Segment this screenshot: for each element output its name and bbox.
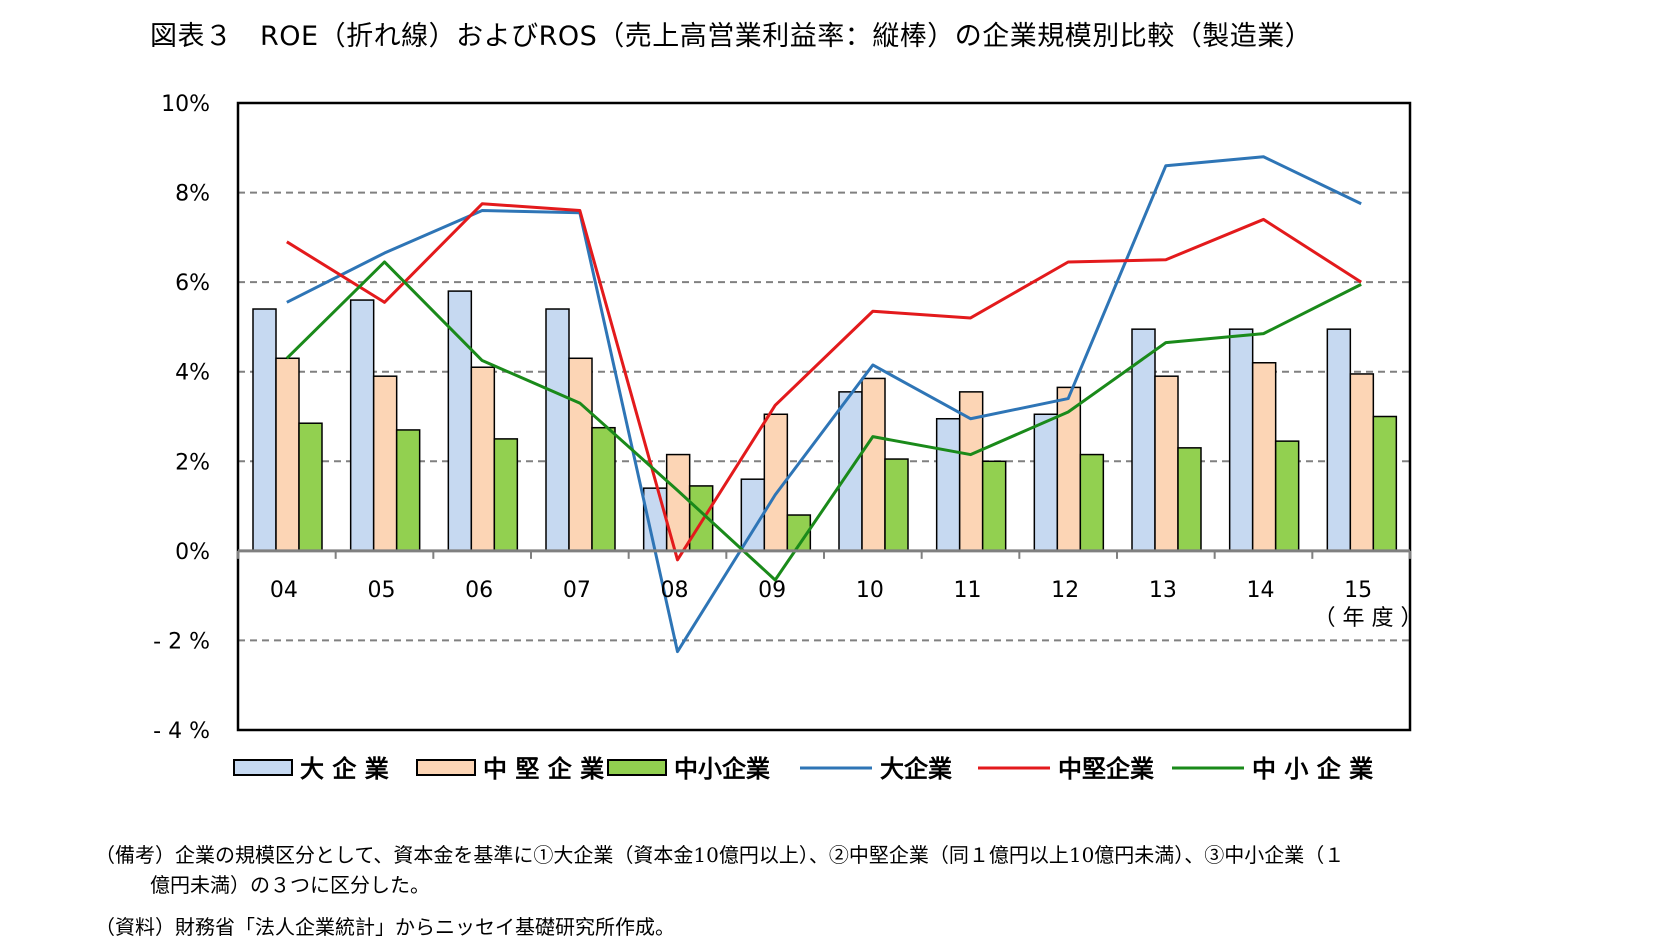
zero-axis	[237, 549, 1411, 559]
x-axis-label: （ 年 度 ）	[1314, 606, 1423, 631]
x-tick-labels: 04 05 06 07 08 09 10 11 12 13 14 15	[270, 578, 1372, 603]
legend: 大 企 業 中 堅 企 業 中小企業 大企業 中堅企業 中 小 企 業	[233, 755, 1373, 783]
bar	[1326, 328, 1352, 552]
chart-title: 図表３ ROE（折れ線）およびROS（売上高営業利益率：縦棒）の企業規模別比較（…	[150, 21, 1313, 52]
y-tick-label: 10%	[161, 92, 210, 117]
x-tick-label: 13	[1149, 578, 1177, 603]
legend-label: 中 小 企 業	[1252, 755, 1373, 783]
bar	[1228, 328, 1254, 552]
bar	[298, 422, 323, 552]
note-source: （資料）財務省「法人企業統計」からニッセイ基礎研究所作成。	[95, 915, 675, 939]
bar	[861, 377, 886, 552]
bar	[1177, 447, 1202, 552]
bar	[493, 438, 519, 552]
bar	[568, 357, 593, 552]
x-tick-label: 14	[1247, 578, 1275, 603]
bar-series-group	[252, 290, 1398, 552]
legend-label: 中小企業	[674, 755, 770, 783]
bar	[1372, 415, 1398, 552]
bar	[1251, 362, 1277, 552]
y-tick-label: - 4 %	[153, 719, 210, 744]
y-tick-label: 2%	[175, 450, 210, 475]
line-series	[286, 202, 1362, 562]
x-tick-label: 11	[954, 578, 982, 603]
legend-swatch	[416, 759, 476, 776]
y-tick-label: 8%	[175, 182, 210, 207]
note-remarks-line-2: 億円未満）の３つに区分した。	[150, 873, 430, 897]
bar	[935, 417, 961, 552]
bar	[275, 357, 300, 552]
bar	[1154, 375, 1179, 552]
plot-frame	[236, 101, 1412, 732]
line-series	[286, 155, 1362, 654]
bar	[395, 429, 421, 552]
bar	[1079, 453, 1105, 552]
x-tick-label: 05	[368, 578, 396, 603]
roe-ros-chart: 10% 8% 6% 4% 2% 0% - 2 % - 4 % 04 05 06 07 08 09 10 11…	[153, 92, 1423, 783]
legend-swatch	[233, 759, 293, 776]
y-tick-label: 6%	[175, 271, 210, 296]
x-tick-label: 09	[758, 578, 786, 603]
bar	[1274, 440, 1300, 552]
x-tick-label: 07	[563, 578, 591, 603]
bar	[252, 308, 277, 552]
legend-label: 中 堅 企 業	[483, 755, 604, 783]
legend-label: 中堅企業	[1058, 755, 1154, 783]
bar	[981, 460, 1007, 552]
bar	[372, 375, 398, 552]
line-series	[285, 260, 1362, 582]
bar	[470, 366, 496, 552]
bar	[1033, 413, 1059, 552]
x-tick-label: 04	[270, 578, 298, 603]
bar	[884, 458, 909, 552]
y-tick-labels: 10% 8% 6% 4% 2% 0% - 2 % - 4 %	[153, 92, 210, 744]
grid-lines	[238, 191, 1410, 642]
legend-label: 大 企 業	[300, 755, 389, 783]
x-tick-label: 10	[856, 578, 884, 603]
x-tick-label: 12	[1051, 578, 1079, 603]
legend-swatch	[607, 759, 667, 776]
y-tick-label: 4%	[175, 361, 210, 386]
line-series-group	[285, 155, 1362, 654]
x-tick-label: 08	[661, 578, 689, 603]
bar	[1349, 373, 1375, 552]
bar	[591, 426, 616, 552]
note-remarks-line-1: （備考）企業の規模区分として、資本金を基準に①大企業（資本金10億円以上）、②中…	[95, 843, 1345, 867]
y-tick-label: - 2 %	[153, 629, 210, 654]
legend-label: 大企業	[880, 755, 952, 783]
x-tick-label: 06	[465, 578, 493, 603]
x-tick-label: 15	[1344, 578, 1372, 603]
bar	[545, 308, 570, 552]
bar	[349, 299, 375, 552]
y-tick-label: 0%	[175, 540, 210, 565]
